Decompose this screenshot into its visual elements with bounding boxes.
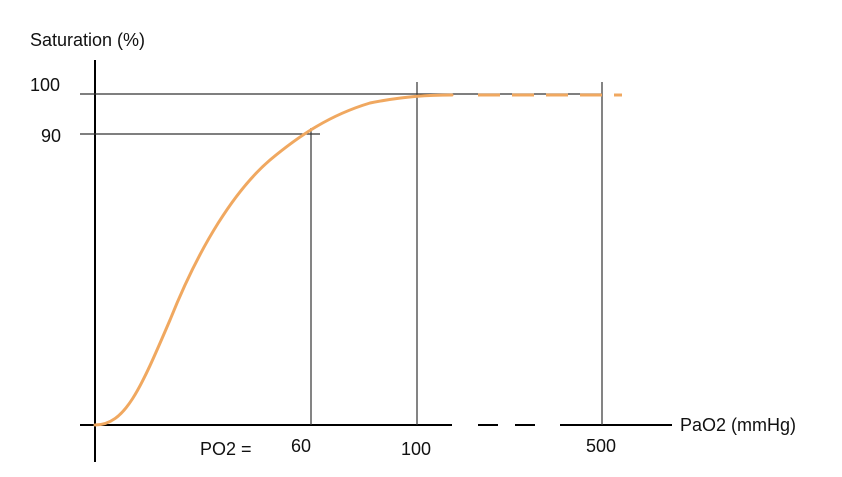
y-tick-label: 100	[30, 75, 60, 95]
x-tick-label: 500	[586, 436, 616, 456]
y-tick-label: 90	[41, 126, 61, 146]
x-axis-prefix: PO2 =	[200, 439, 252, 459]
series-line	[93, 93, 454, 427]
x-tick-label: 60	[291, 436, 311, 456]
x-tick-label: 100	[401, 439, 431, 459]
x-axis-title: PaO2 (mmHg)	[680, 415, 796, 435]
y-axis-title: Saturation (%)	[30, 30, 145, 50]
